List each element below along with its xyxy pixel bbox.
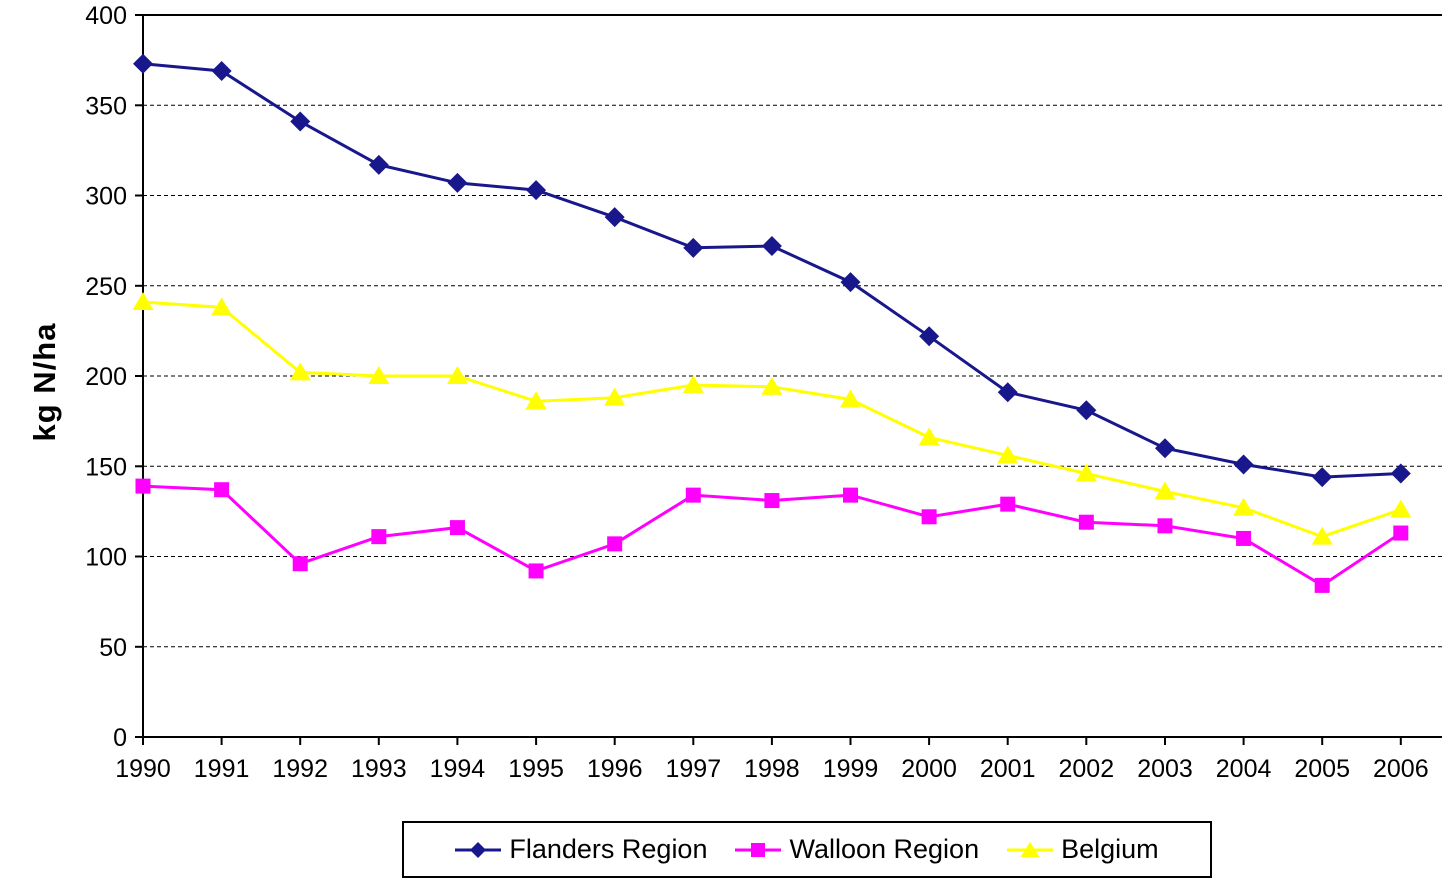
data-point-belgium-2004 <box>1233 497 1255 516</box>
data-point-walloon-region-1997 <box>685 487 701 503</box>
data-point-flanders-region-2005 <box>1312 467 1333 488</box>
data-point-walloon-region-1994 <box>449 520 465 536</box>
data-point-walloon-region-2003 <box>1157 518 1173 534</box>
data-point-flanders-region-2001 <box>997 382 1018 403</box>
data-point-flanders-region-1999 <box>840 272 861 293</box>
data-point-walloon-region-2006 <box>1393 525 1409 541</box>
x-tick-label: 1992 <box>272 755 328 783</box>
x-tick-label: 1993 <box>351 755 407 783</box>
data-point-flanders-region-2000 <box>919 326 940 347</box>
legend-item-walloon-region: Walloon Region <box>735 834 979 865</box>
x-tick-label: 1990 <box>115 755 171 783</box>
data-point-belgium-2002 <box>1075 463 1097 482</box>
x-tick-label: 2004 <box>1216 755 1272 783</box>
data-point-walloon-region-2000 <box>921 509 937 525</box>
data-point-belgium-1997 <box>682 375 704 394</box>
y-tick-label: 400 <box>85 2 127 30</box>
data-point-flanders-region-1993 <box>368 154 389 175</box>
data-point-walloon-region-1996 <box>607 536 623 552</box>
legend-square-icon <box>735 842 782 857</box>
data-point-flanders-region-2004 <box>1233 454 1254 475</box>
x-tick-label: 1991 <box>194 755 250 783</box>
data-point-walloon-region-1990 <box>135 478 151 494</box>
y-tick-label: 50 <box>99 634 127 662</box>
data-point-belgium-1996 <box>604 387 626 406</box>
legend-label-walloon-region: Walloon Region <box>789 834 980 864</box>
data-point-flanders-region-1995 <box>526 180 547 201</box>
legend-triangle-icon <box>1007 841 1054 857</box>
data-point-belgium-1992 <box>289 362 311 381</box>
legend-label-flanders-region: Flanders Region <box>509 834 708 864</box>
x-tick-label: 2003 <box>1137 755 1193 783</box>
data-point-flanders-region-2002 <box>1076 400 1097 421</box>
data-point-flanders-region-1991 <box>211 60 232 81</box>
x-tick-label: 2005 <box>1294 755 1350 783</box>
data-point-belgium-2001 <box>997 445 1019 464</box>
data-point-flanders-region-1996 <box>604 207 625 228</box>
data-point-walloon-region-1999 <box>843 487 859 503</box>
data-point-walloon-region-2004 <box>1236 530 1252 546</box>
y-tick-label: 200 <box>85 363 127 391</box>
data-point-flanders-region-1994 <box>447 172 468 193</box>
legend-item-flanders-region: Flanders Region <box>455 834 707 865</box>
data-point-belgium-1990 <box>132 291 154 310</box>
data-point-belgium-1998 <box>761 376 783 395</box>
data-point-walloon-region-1991 <box>214 482 230 498</box>
x-tick-label: 1994 <box>430 755 486 783</box>
data-point-belgium-1999 <box>840 389 862 408</box>
data-point-flanders-region-1990 <box>133 53 153 74</box>
x-tick-label: 2000 <box>901 755 957 783</box>
data-point-walloon-region-2005 <box>1314 577 1330 593</box>
x-tick-label: 1999 <box>823 755 879 783</box>
x-tick-label: 1995 <box>508 755 564 783</box>
data-point-belgium-1994 <box>446 366 468 384</box>
x-tick-label: 1997 <box>665 755 721 783</box>
data-point-walloon-region-1992 <box>292 556 308 572</box>
y-tick-label: 300 <box>85 183 127 211</box>
y-tick-label: 100 <box>85 544 127 572</box>
data-point-walloon-region-1995 <box>528 563 544 579</box>
data-point-flanders-region-1998 <box>761 236 782 257</box>
data-point-belgium-1993 <box>368 366 390 384</box>
legend-item-belgium: Belgium <box>1007 834 1159 865</box>
data-point-belgium-1991 <box>211 297 233 316</box>
x-tick-label: 1998 <box>744 755 800 783</box>
x-tick-label: 2001 <box>980 755 1036 783</box>
data-point-flanders-region-1997 <box>683 237 704 258</box>
x-tick-label: 2006 <box>1373 755 1429 783</box>
x-tick-label: 2002 <box>1058 755 1114 783</box>
data-point-belgium-2006 <box>1390 499 1412 518</box>
legend: Flanders Region Walloon Region Belgium <box>402 821 1212 878</box>
data-point-belgium-1995 <box>525 391 547 410</box>
y-tick-label: 250 <box>85 273 127 301</box>
data-point-walloon-region-1993 <box>371 529 387 545</box>
data-point-walloon-region-2001 <box>1000 496 1016 512</box>
y-tick-label: 0 <box>113 724 127 752</box>
series-line-flanders-region <box>142 62 1401 479</box>
data-point-belgium-2003 <box>1154 481 1176 500</box>
y-tick-label: 350 <box>85 92 127 120</box>
y-axis-title: kg N/ha <box>27 322 62 442</box>
data-point-belgium-2000 <box>918 427 940 446</box>
data-point-walloon-region-1998 <box>764 493 780 509</box>
data-point-walloon-region-2002 <box>1078 514 1094 530</box>
data-point-flanders-region-2003 <box>1154 438 1175 459</box>
data-point-belgium-2005 <box>1311 526 1333 545</box>
data-point-flanders-region-2006 <box>1390 463 1411 484</box>
x-tick-label: 1996 <box>587 755 643 783</box>
legend-diamond-icon <box>455 841 502 858</box>
data-point-flanders-region-1992 <box>290 111 311 132</box>
legend-label-belgium: Belgium <box>1061 834 1159 864</box>
y-tick-label: 150 <box>85 453 127 481</box>
